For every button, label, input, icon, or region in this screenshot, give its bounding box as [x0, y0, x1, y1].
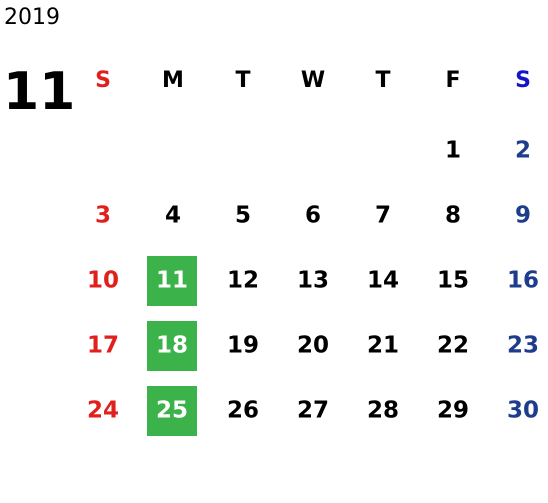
day-number: 4 [165, 203, 181, 229]
day-number: 11 [156, 268, 188, 294]
day-number: 8 [445, 203, 461, 229]
weekday-header: S [515, 68, 531, 93]
weekday-header: F [445, 68, 460, 93]
day-number: 13 [297, 268, 329, 294]
day-number: 16 [507, 268, 539, 294]
day-number: 21 [367, 333, 399, 359]
day-number: 6 [305, 203, 321, 229]
day-number: 12 [227, 268, 259, 294]
day-number: 23 [507, 333, 539, 359]
day-number: 1 [445, 138, 461, 164]
day-number: 29 [437, 398, 469, 424]
weekday-header: T [375, 68, 390, 93]
weekday-header: M [162, 68, 184, 93]
day-number: 20 [297, 333, 329, 359]
month: 11 [3, 62, 75, 122]
day-number: 14 [367, 268, 399, 294]
day-number: 30 [507, 398, 539, 424]
day-number: 7 [375, 203, 391, 229]
highlight-box [147, 256, 197, 306]
day-number: 19 [227, 333, 259, 359]
highlight-box [147, 321, 197, 371]
weekday-header: T [235, 68, 250, 93]
day-number: 18 [156, 333, 188, 359]
day-number: 28 [367, 398, 399, 424]
day-number: 5 [235, 203, 251, 229]
day-number: 24 [87, 398, 119, 424]
day-number: 2 [515, 138, 531, 164]
day-number: 15 [437, 268, 469, 294]
day-number: 22 [437, 333, 469, 359]
day-number: 3 [95, 203, 111, 229]
day-number: 10 [87, 268, 119, 294]
day-number: 9 [515, 203, 531, 229]
year: 2019 [4, 5, 60, 30]
day-number: 26 [227, 398, 259, 424]
weekday-header: S [95, 68, 111, 93]
highlight-box [147, 386, 197, 436]
day-number: 27 [297, 398, 329, 424]
day-number: 25 [156, 398, 188, 424]
weekday-header: W [301, 68, 325, 93]
day-number: 17 [87, 333, 119, 359]
